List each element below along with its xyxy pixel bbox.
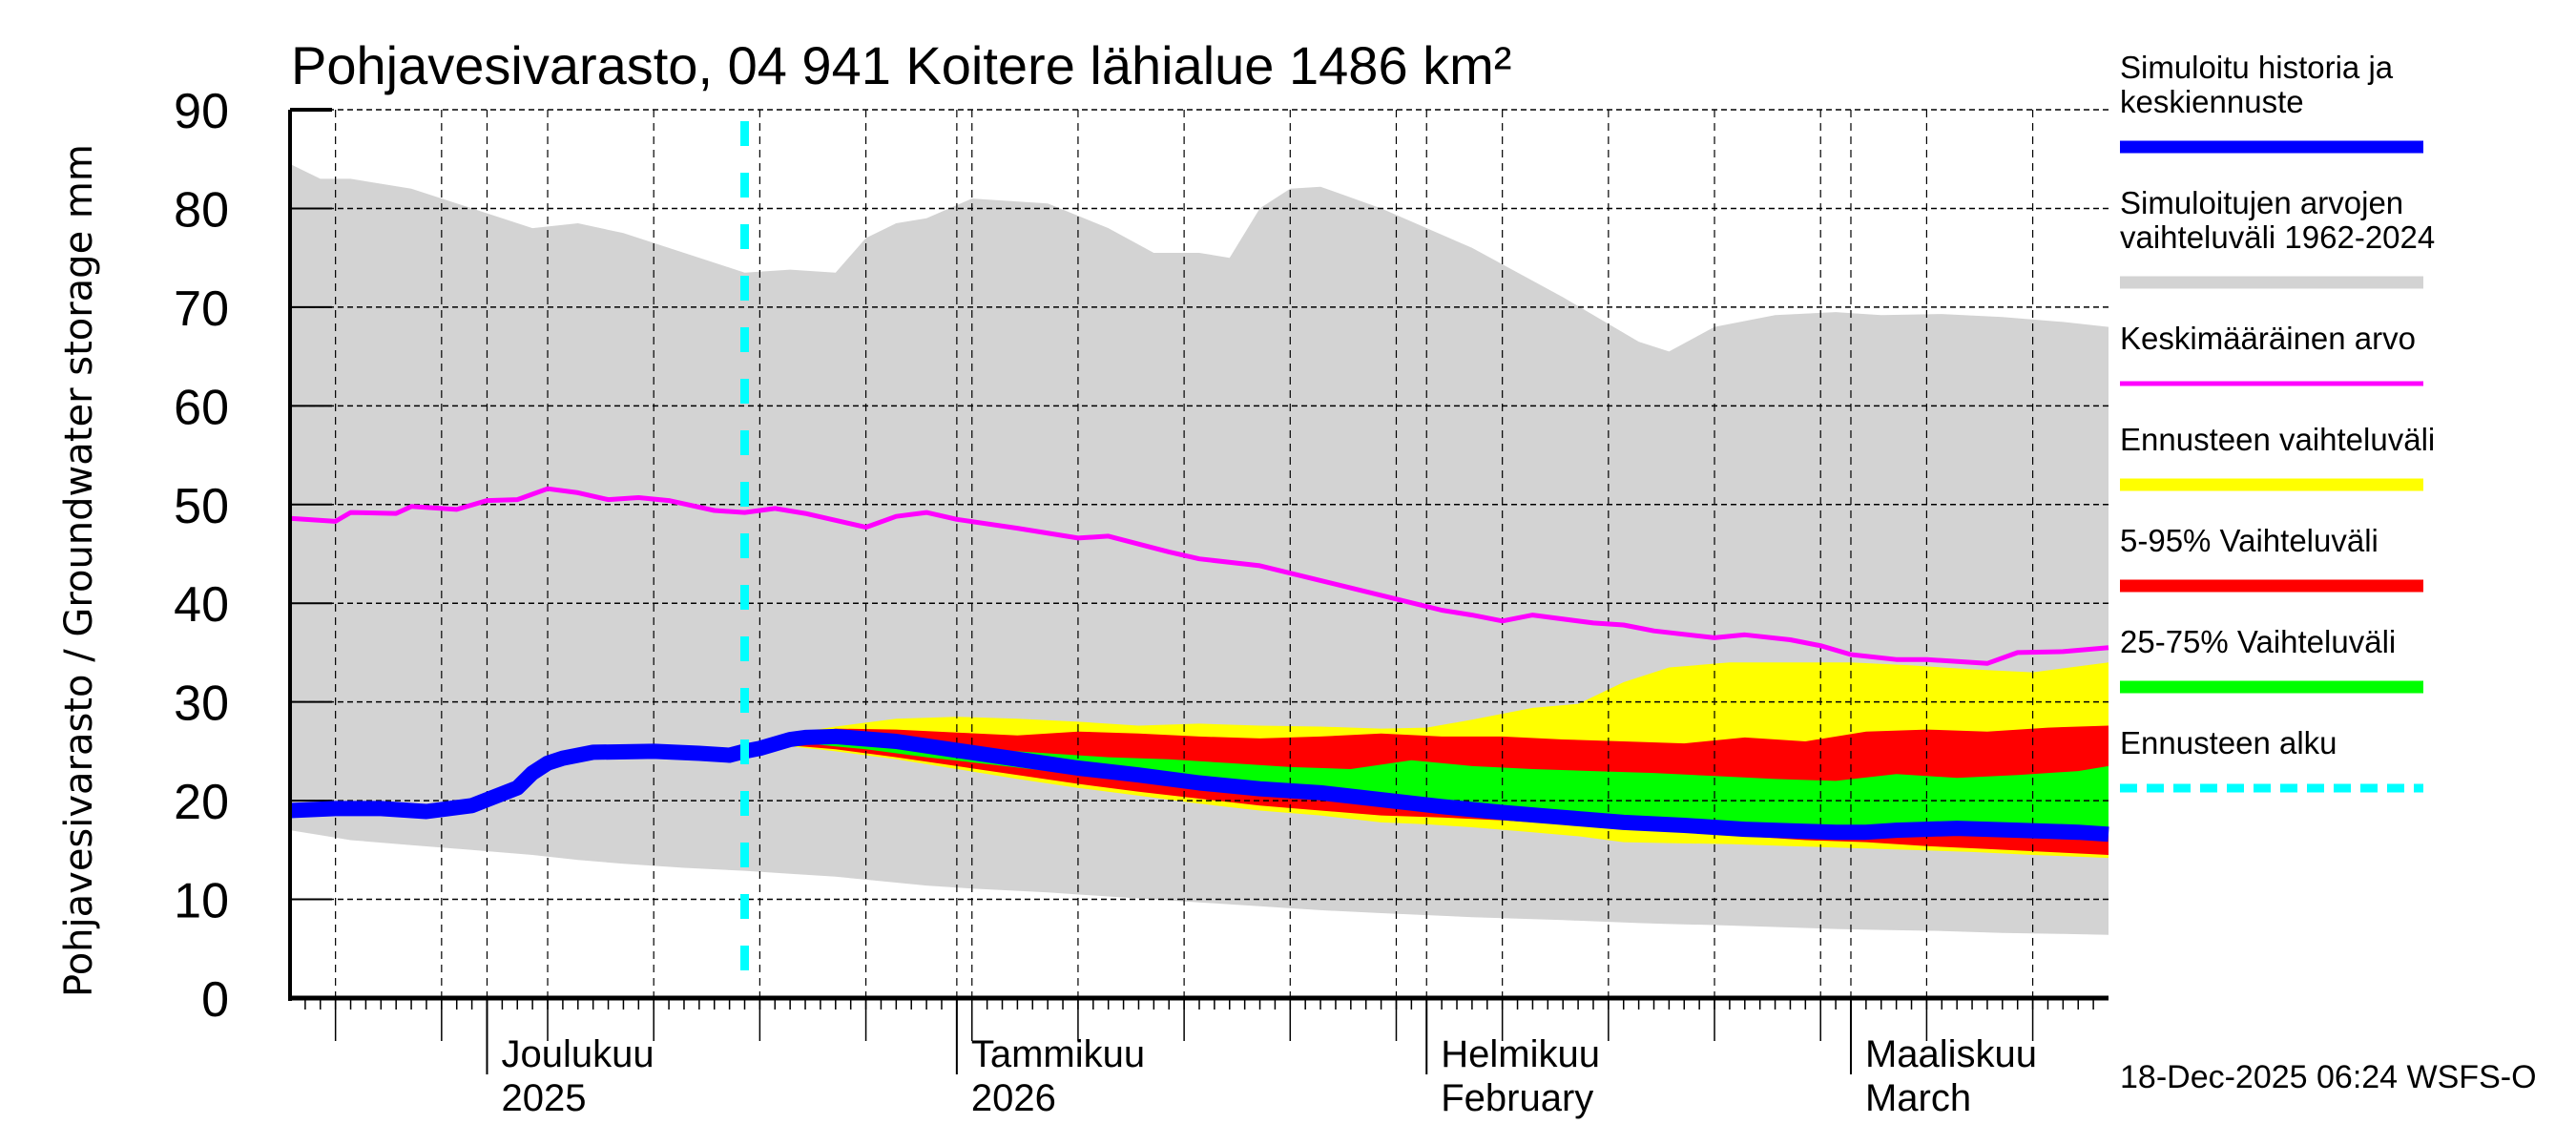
y-tick-label: 10: [174, 874, 229, 929]
y-tick-label: 60: [174, 380, 229, 435]
legend-label: 25-75% Vaihteluväli: [2120, 624, 2396, 659]
x-year-label: February: [1441, 1077, 1593, 1119]
legend-label: 5-95% Vaihteluväli: [2120, 523, 2379, 558]
legend-label: keskiennuste: [2120, 84, 2304, 119]
y-tick-label: 90: [174, 84, 229, 139]
x-month-label: Maaliskuu: [1865, 1033, 2037, 1075]
y-tick-label: 80: [174, 182, 229, 238]
timestamp-label: 18-Dec-2025 06:24 WSFS-O: [2120, 1059, 2537, 1095]
x-year-label: March: [1865, 1077, 1971, 1119]
legend-label: Keskimääräinen arvo: [2120, 321, 2416, 356]
legend-label: Simuloitu historia ja: [2120, 50, 2394, 85]
x-month-label: Helmikuu: [1441, 1033, 1600, 1075]
axes-layer: [288, 108, 2109, 1074]
bands-layer: [290, 163, 2109, 935]
y-tick-label: 30: [174, 677, 229, 732]
x-year-label: 2025: [501, 1077, 586, 1119]
line-simuloitu-historia-ja-keskiennuste: [289, 728, 2109, 843]
y-tick-labels: 0 10 20 30 40 50 60 70 80 90: [174, 84, 229, 1028]
grid-layer: [290, 109, 2109, 998]
y-tick-label: 0: [201, 972, 229, 1028]
y-tick-label: 40: [174, 577, 229, 633]
y-tick-label: 70: [174, 281, 229, 337]
legend-label: vaihteluväli 1962-2024: [2120, 219, 2435, 255]
y-tick-label: 50: [174, 479, 229, 534]
x-year-label: 2026: [971, 1077, 1056, 1119]
legend-label: Ennusteen vaihteluväli: [2120, 422, 2435, 457]
y-tick-label: 20: [174, 775, 229, 830]
lines-layer: [289, 121, 2109, 998]
y-axis-label: Pohjavesivarasto / Groundwater storage m…: [57, 144, 101, 997]
legend-label: Simuloitujen arvojen: [2120, 185, 2403, 220]
x-month-label: Joulukuu: [501, 1033, 654, 1075]
x-month-label: Tammikuu: [971, 1033, 1145, 1075]
line-keskim-r-inen-arvo: [289, 486, 2109, 666]
chart-title: Pohjavesivarasto, 04 941 Koitere lähialu…: [291, 35, 1511, 95]
legend-label: Ennusteen alku: [2120, 725, 2337, 760]
